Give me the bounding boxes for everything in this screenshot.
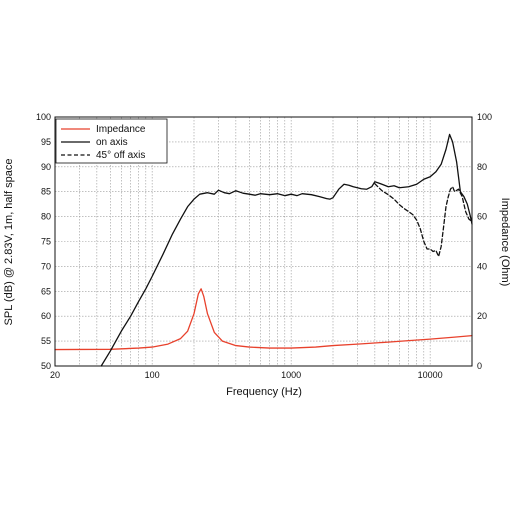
x-tick-label: 100 — [145, 370, 160, 380]
right-tick-label: 100 — [477, 112, 492, 122]
x-tick-label: 10000 — [418, 370, 443, 380]
left-tick-label: 55 — [41, 336, 51, 346]
left-tick-label: 80 — [41, 212, 51, 222]
series-line-impedance — [54, 288, 473, 351]
left-tick-label: 70 — [41, 261, 51, 271]
series-lines — [54, 133, 473, 367]
right-tick-label: 20 — [477, 311, 487, 321]
left-tick-label: 95 — [41, 137, 51, 147]
legend-label-45-off-axis: 45° off axis — [96, 150, 145, 161]
right-tick-label: 40 — [477, 261, 487, 271]
left-axis-ticks: 50 55 60 65 70 75 80 85 90 95 100 — [36, 112, 51, 371]
legend-label-on-axis: on axis — [96, 137, 128, 148]
left-tick-label: 100 — [36, 112, 51, 122]
right-tick-label: 80 — [477, 162, 487, 172]
right-axis-ticks: 0 20 40 60 80 100 — [477, 112, 492, 371]
series-line-on-axis — [100, 133, 473, 367]
left-tick-label: 50 — [41, 361, 51, 371]
left-tick-label: 90 — [41, 162, 51, 172]
right-tick-label: 60 — [477, 212, 487, 222]
left-tick-label: 60 — [41, 311, 51, 321]
x-axis-label: Frequency (Hz) — [226, 386, 302, 398]
x-tick-label: 1000 — [281, 370, 301, 380]
right-tick-label: 0 — [477, 361, 482, 371]
legend-label-impedance: Impedance — [96, 124, 146, 135]
legend: Impedance on axis 45° off axis — [55, 118, 168, 164]
legend-box — [55, 118, 168, 164]
x-tick-label: 20 — [50, 370, 60, 380]
x-axis-ticks: 20 100 1000 10000 — [50, 370, 443, 380]
left-tick-label: 75 — [41, 237, 51, 247]
series-line-45-off-axis — [374, 183, 473, 258]
right-axis-label: Impedance (Ohm) — [499, 198, 511, 287]
left-axis-label: SPL (dB) @ 2.83V, 1m, half space — [3, 159, 15, 326]
left-tick-label: 85 — [41, 187, 51, 197]
left-tick-label: 65 — [41, 286, 51, 296]
plot-frame — [54, 116, 473, 367]
